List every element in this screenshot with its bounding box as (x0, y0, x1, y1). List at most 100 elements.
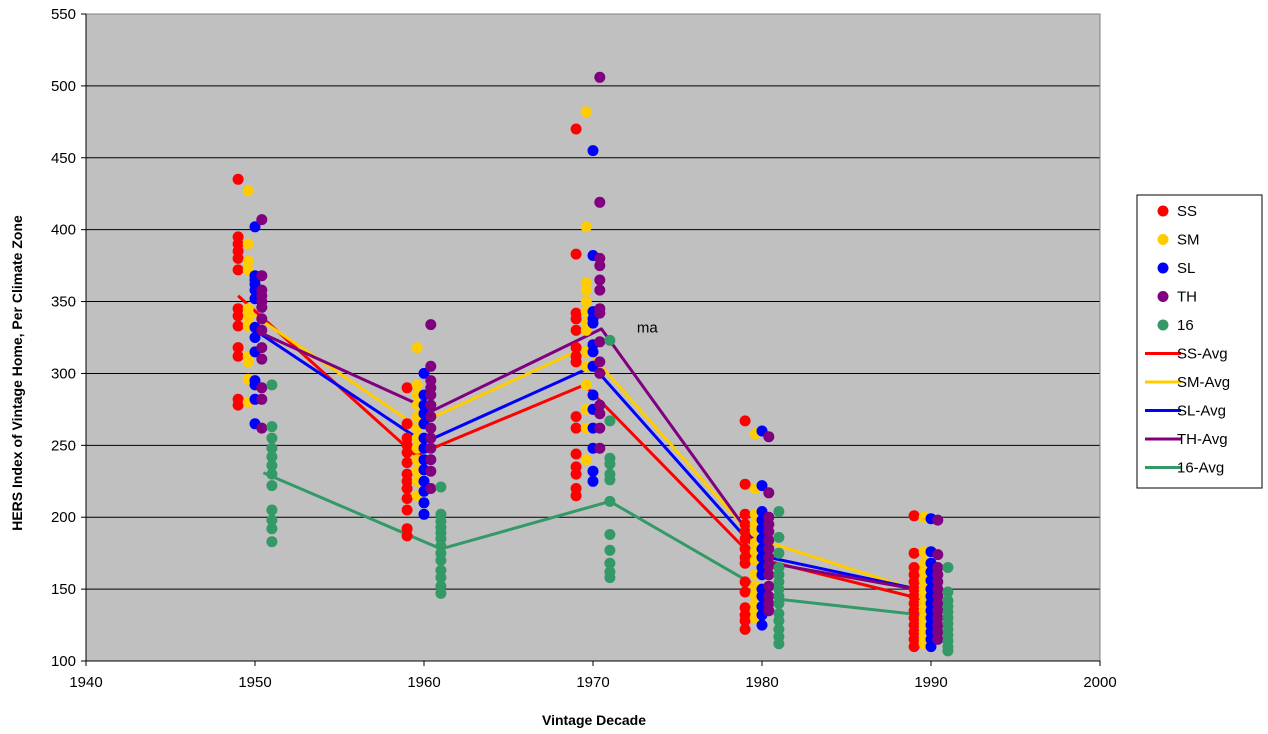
point-ss (570, 248, 582, 260)
point-16 (266, 379, 278, 391)
point-sm (580, 296, 592, 308)
point-th (594, 196, 606, 208)
point-16 (604, 572, 616, 584)
point-ss (401, 382, 413, 394)
point-ss (570, 342, 582, 354)
legend-item-sm: SM (1157, 232, 1200, 249)
point-16 (266, 451, 278, 463)
point-sl (418, 367, 430, 379)
point-ss (570, 448, 582, 460)
point-16 (942, 562, 954, 573)
point-th (763, 543, 775, 555)
point-th (256, 422, 268, 434)
y-tick-label: 350 (51, 294, 76, 311)
y-tick-label: 200 (51, 509, 76, 526)
point-ss (908, 547, 920, 559)
point-16 (773, 615, 785, 627)
legend-label: SL (1177, 260, 1195, 277)
point-th (256, 324, 268, 336)
point-ss (401, 530, 413, 542)
legend-marker (1157, 319, 1169, 331)
point-sl (587, 346, 599, 358)
y-tick-label: 450 (51, 150, 76, 167)
point-ss (739, 586, 751, 598)
legend-label: 16 (1177, 317, 1194, 334)
point-th (425, 399, 437, 411)
legend-label: SS (1177, 203, 1197, 220)
point-sl (925, 641, 937, 653)
point-ss (739, 478, 751, 490)
legend-item-sl: SL (1157, 260, 1195, 277)
point-16 (266, 460, 278, 471)
point-16 (266, 523, 278, 535)
x-tick-label: 1970 (576, 674, 609, 691)
legend-item-16: 16 (1157, 317, 1194, 334)
point-th (425, 432, 437, 444)
point-th (763, 431, 775, 443)
point-th (594, 336, 606, 348)
point-ss (739, 615, 751, 627)
annotation-label: ma (637, 319, 658, 336)
point-th (594, 260, 606, 272)
point-sl (418, 508, 430, 520)
point-th (256, 270, 268, 282)
point-ss (739, 576, 751, 588)
avg-line-th-avg (254, 327, 940, 595)
point-th (932, 514, 944, 526)
point-ss (570, 468, 582, 480)
point-16 (604, 529, 616, 540)
point-ss (232, 264, 244, 276)
point-th (594, 422, 606, 434)
y-tick-label: 550 (51, 6, 76, 23)
point-16 (266, 504, 278, 516)
legend-label: SS-Avg (1177, 346, 1228, 363)
legend: SS SM SL TH 16 SS-Avg SM-Avg SL-Avg TH-Avg 16-Avg (1136, 194, 1263, 489)
point-th (594, 71, 606, 83)
point-sm (242, 255, 254, 267)
point-th (763, 580, 775, 592)
legend-item-th-avg: TH-Avg (1145, 431, 1228, 448)
x-tick-label: 1990 (914, 674, 947, 691)
point-ss (232, 320, 244, 332)
point-th (256, 214, 268, 226)
point-ss (401, 457, 413, 469)
point-th (256, 382, 268, 394)
x-tick-label: 2000 (1083, 674, 1116, 691)
point-16 (604, 544, 616, 556)
point-sl (587, 475, 599, 487)
legend-marker (1157, 234, 1169, 245)
point-th (763, 526, 775, 538)
point-ss (908, 641, 920, 653)
x-tick-label: 1960 (407, 674, 440, 691)
point-th (763, 534, 775, 546)
point-sl (249, 221, 261, 233)
point-ss (739, 557, 751, 569)
point-ss (570, 422, 582, 434)
point-16 (266, 514, 278, 526)
point-ss (232, 252, 244, 264)
point-th (594, 399, 606, 411)
legend-label: SM (1177, 232, 1200, 249)
point-ss (570, 324, 582, 336)
point-ss (739, 508, 751, 520)
point-sm (580, 106, 592, 118)
point-16 (604, 415, 616, 427)
point-th (425, 360, 437, 372)
point-th (256, 393, 268, 405)
point-16 (942, 586, 954, 598)
point-ss (401, 493, 413, 504)
point-ss (232, 399, 244, 411)
point-th (425, 465, 437, 477)
y-tick-label: 100 (51, 653, 76, 670)
point-th (763, 552, 775, 563)
point-sm (411, 342, 423, 354)
legend-label: SM-Avg (1177, 374, 1230, 391)
point-th (763, 487, 775, 499)
point-sm (580, 379, 592, 391)
legend-marker (1157, 262, 1169, 274)
point-16 (266, 442, 278, 454)
x-axis-title: Vintage Decade (542, 712, 646, 728)
x-tick-label: 1980 (745, 674, 778, 691)
point-ss (401, 418, 413, 430)
point-th (594, 356, 606, 368)
